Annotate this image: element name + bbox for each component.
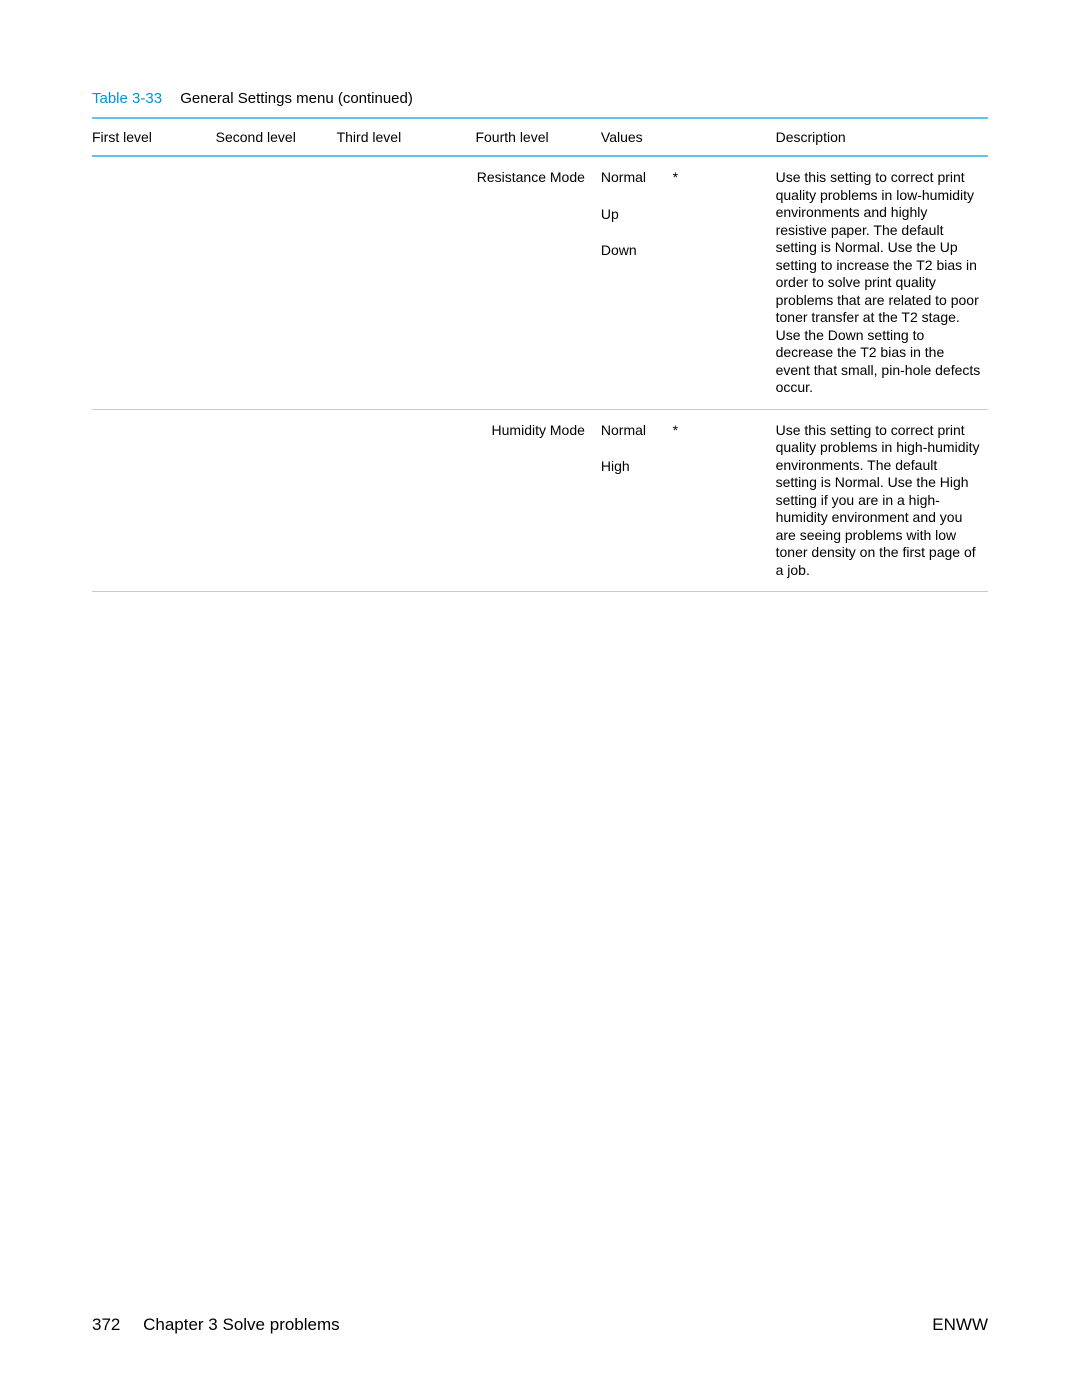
header-fourth-level: Fourth level [475, 118, 600, 156]
cell-third-level [337, 156, 476, 409]
footer-left: 372 Chapter 3 Solve problems [92, 1315, 340, 1335]
cell-description: Use this setting to correct print qualit… [776, 156, 988, 409]
table-row: Resistance Mode Normal Up Down * Use thi… [92, 156, 988, 409]
page-footer: 372 Chapter 3 Solve problems ENWW [92, 1315, 988, 1335]
cell-fourth-level: Humidity Mode [475, 409, 600, 592]
cell-default-marker: * [673, 156, 776, 409]
cell-first-level [92, 156, 216, 409]
cell-second-level [216, 156, 337, 409]
header-values-spacer [673, 118, 776, 156]
cell-fourth-level: Resistance Mode [475, 156, 600, 409]
value-option: High [601, 458, 667, 476]
value-option: Up [601, 206, 667, 224]
chapter-title: Chapter 3 Solve problems [143, 1315, 340, 1334]
settings-table: First level Second level Third level Fou… [92, 117, 988, 592]
cell-description: Use this setting to correct print qualit… [776, 409, 988, 592]
header-first-level: First level [92, 118, 216, 156]
document-page: Table 3-33 General Settings menu (contin… [0, 0, 1080, 1397]
cell-first-level [92, 409, 216, 592]
footer-right: ENWW [932, 1315, 988, 1335]
value-option: Normal [601, 169, 667, 187]
table-number: Table 3-33 [92, 90, 162, 107]
table-row: Humidity Mode Normal High * Use this set… [92, 409, 988, 592]
cell-default-marker: * [673, 409, 776, 592]
header-third-level: Third level [337, 118, 476, 156]
table-header-row: First level Second level Third level Fou… [92, 118, 988, 156]
header-second-level: Second level [216, 118, 337, 156]
cell-values: Normal High [601, 409, 673, 592]
cell-third-level [337, 409, 476, 592]
value-option: Down [601, 242, 667, 260]
table-title: General Settings menu (continued) [180, 90, 413, 107]
cell-values: Normal Up Down [601, 156, 673, 409]
table-caption: Table 3-33 General Settings menu (contin… [92, 90, 988, 107]
value-option: Normal [601, 422, 667, 440]
cell-second-level [216, 409, 337, 592]
header-description: Description [776, 118, 988, 156]
header-values: Values [601, 118, 673, 156]
page-number: 372 [92, 1315, 120, 1334]
